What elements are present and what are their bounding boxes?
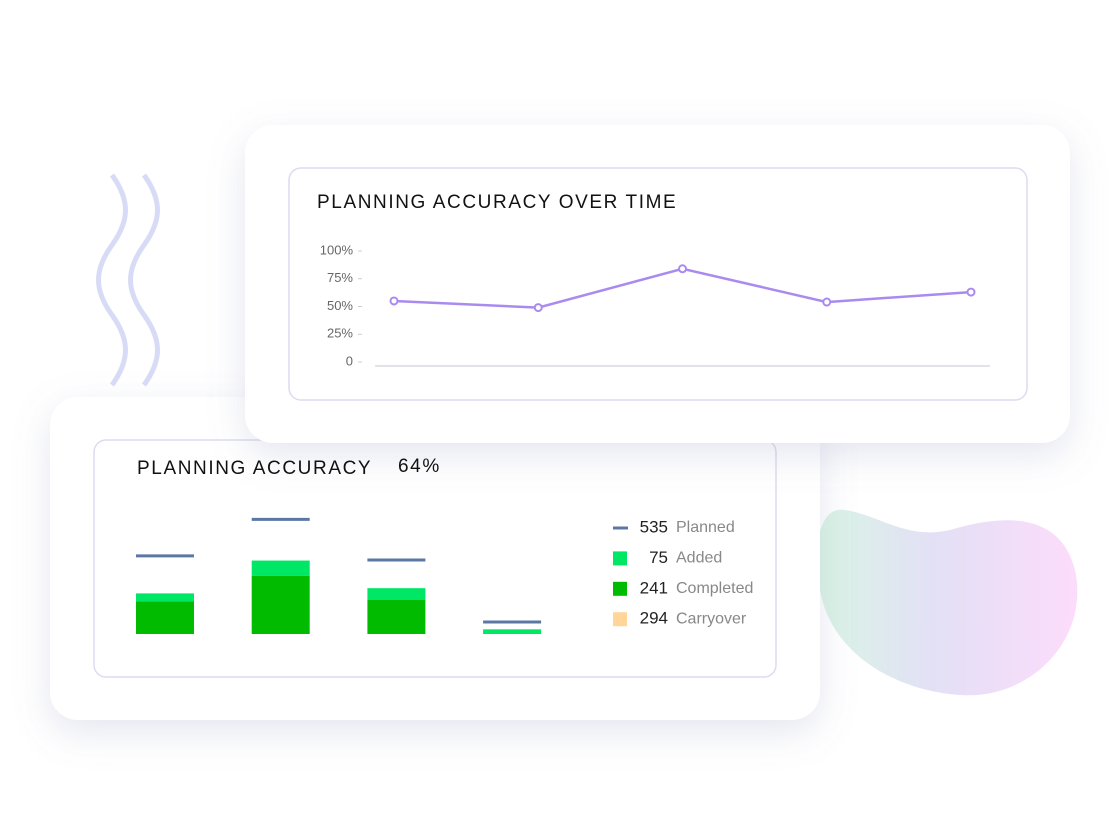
legend-label: Completed [676,580,753,597]
legend-total: 241 [640,578,668,597]
legend-label: Planned [676,519,735,536]
bar-segment [483,629,542,634]
bar-segment [136,593,194,602]
point [966,287,976,297]
legend-label: Added [676,550,722,567]
decor-blob [817,509,1078,696]
legend-marker [613,526,628,530]
legend-total: 294 [640,609,668,628]
legend-total: 535 [640,517,668,536]
point [533,303,543,313]
point [389,296,399,306]
legend-marker [613,581,627,596]
legend-total: 75 [649,548,668,567]
decor-wave [128,173,160,387]
legend-marker [613,551,627,566]
accuracy-value: 64% [398,456,441,477]
legend-label: Carryover [676,610,747,627]
point [822,297,832,307]
y-tick-label: 100% [320,242,354,257]
point [678,264,687,274]
bar-segment [136,601,194,634]
bar-segment [367,599,426,634]
y-tick-label: 25% [327,326,353,341]
chart-title: PLANNING ACCURACY [137,458,372,479]
legend-marker [613,612,627,627]
y-tick-label: 0 [346,353,353,368]
chart-title: PLANNING ACCURACY OVER TIME [317,192,677,213]
y-tick-label: 50% [327,298,353,313]
panel [288,167,1028,401]
bar-segment [367,588,426,600]
bar-segment [251,560,310,576]
y-tick-label: 75% [327,270,353,285]
bar-segment [251,575,310,634]
decor-wave [96,173,128,387]
